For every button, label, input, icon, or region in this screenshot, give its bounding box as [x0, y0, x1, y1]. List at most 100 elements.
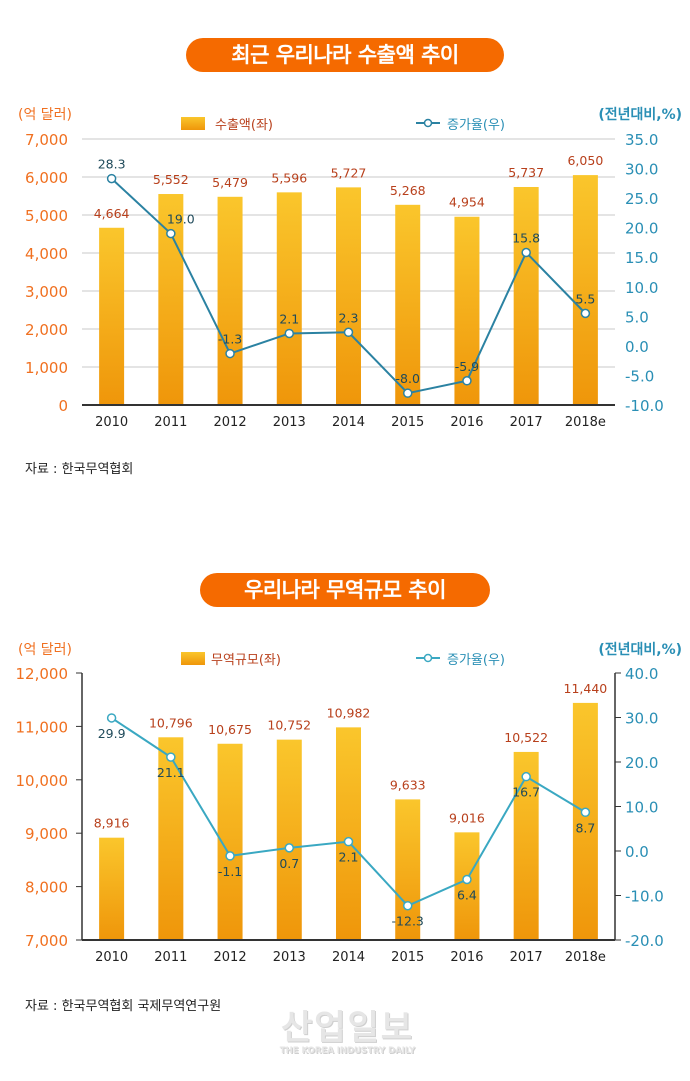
- bar: [513, 751, 539, 940]
- x-tick-label: 2017: [510, 950, 543, 965]
- growth-value-label: 5.5: [575, 291, 595, 306]
- bar: [336, 727, 361, 940]
- right-tick-label: 0.0: [625, 843, 649, 861]
- chart1-source: 자료 : 한국무역협회: [25, 462, 134, 477]
- legend-bar-swatch: [181, 117, 205, 130]
- right-tick-label: -20.0: [625, 932, 664, 950]
- left-axis-title: (억 달러): [18, 642, 72, 658]
- left-tick-label: 6,000: [25, 169, 68, 187]
- growth-value-label: -1.3: [218, 332, 242, 347]
- left-tick-label: 2,000: [25, 321, 68, 339]
- x-tick-label: 2018e: [565, 415, 606, 430]
- bar-value-label: 10,522: [504, 730, 548, 745]
- bar-value-label: 5,552: [153, 172, 189, 187]
- bar-value-label: 8,916: [94, 816, 130, 831]
- chart2-title: 우리나라 무역규모 추이: [200, 573, 490, 607]
- growth-value-label: 15.8: [512, 230, 540, 245]
- growth-value-label: 0.7: [279, 856, 299, 871]
- right-axis-title: (전년대비,%): [598, 106, 682, 123]
- left-tick-label: 11,000: [16, 718, 69, 736]
- growth-point: [284, 328, 295, 339]
- growth-value-label: 2.1: [279, 311, 299, 326]
- legend-line-marker: [423, 653, 433, 663]
- left-tick-label: 5,000: [25, 207, 68, 225]
- growth-value-label: -8.0: [396, 371, 420, 386]
- bar-value-label: 9,016: [449, 810, 485, 825]
- bar: [99, 227, 125, 405]
- x-tick-label: 2011: [154, 950, 187, 965]
- growth-point: [343, 836, 354, 847]
- right-tick-label: 0.0: [625, 338, 649, 356]
- right-tick-label: 35.0: [625, 131, 658, 149]
- legend-line-label: 증가율(우): [447, 653, 505, 668]
- left-tick-label: 0: [58, 397, 68, 415]
- right-tick-label: 20.0: [625, 754, 658, 772]
- right-tick-label: 10.0: [625, 799, 658, 817]
- x-tick-label: 2012: [214, 415, 247, 430]
- bar: [395, 204, 421, 405]
- left-tick-label: 7,000: [25, 131, 68, 149]
- growth-point: [402, 900, 413, 911]
- growth-point: [106, 713, 117, 723]
- x-tick-label: 2017: [510, 415, 543, 430]
- right-tick-label: 15.0: [625, 249, 658, 267]
- bar-value-label: 4,954: [449, 195, 485, 210]
- right-tick-label: -5.0: [625, 367, 654, 385]
- right-tick-label: 40.0: [625, 665, 658, 683]
- x-tick-label: 2015: [391, 415, 424, 430]
- x-tick-label: 2016: [450, 415, 483, 430]
- growth-point: [521, 247, 531, 258]
- legend-bar-swatch: [181, 652, 205, 665]
- chart1-title: 최근 우리나라 수출액 추이: [186, 38, 504, 72]
- bar: [276, 192, 302, 405]
- bar-value-label: 10,796: [149, 715, 193, 730]
- growth-value-label: 19.0: [167, 212, 195, 227]
- legend-bar-label: 수출액(좌): [215, 118, 273, 133]
- x-tick-label: 2013: [273, 415, 306, 430]
- bar-value-label: 10,982: [327, 705, 371, 720]
- right-axis-title: (전년대비,%): [598, 641, 682, 658]
- left-tick-label: 10,000: [16, 772, 69, 790]
- chart2-source: 자료 : 한국무역협회 국제무역연구원: [25, 999, 222, 1014]
- growth-value-label: 8.7: [575, 820, 595, 835]
- left-tick-label: 4,000: [25, 245, 68, 263]
- growth-value-label: 21.1: [157, 765, 185, 780]
- x-tick-label: 2016: [450, 950, 483, 965]
- bar-value-label: 11,440: [564, 681, 608, 696]
- growth-value-label: 2.1: [339, 850, 359, 865]
- growth-point: [225, 851, 235, 861]
- bar-value-label: 5,268: [390, 183, 426, 198]
- bar: [572, 175, 598, 405]
- bar-value-label: 9,633: [390, 777, 426, 792]
- growth-value-label: 29.9: [98, 726, 126, 741]
- growth-point: [462, 874, 472, 885]
- bar-value-label: 4,664: [94, 206, 130, 221]
- growth-value-label: -12.3: [392, 914, 424, 929]
- growth-value-label: 2.3: [339, 310, 359, 325]
- legend-line-marker: [423, 118, 433, 128]
- left-tick-label: 12,000: [16, 665, 69, 683]
- left-tick-label: 7,000: [25, 932, 68, 950]
- bar: [395, 799, 421, 940]
- bar: [217, 196, 243, 405]
- left-tick-label: 9,000: [25, 825, 68, 843]
- right-tick-label: 20.0: [625, 220, 658, 238]
- growth-point: [521, 771, 531, 782]
- x-tick-label: 2010: [95, 415, 128, 430]
- left-tick-label: 8,000: [25, 879, 68, 897]
- growth-value-label: 16.7: [512, 785, 540, 800]
- export-chart: (억 달러) (전년대비,%) 0 1,000 2,000 3,000 4,000 5,000…: [18, 106, 682, 430]
- bar-value-label: 10,675: [208, 722, 252, 737]
- left-axis-title: (억 달러): [18, 107, 72, 123]
- right-tick-label: 5.0: [625, 308, 649, 326]
- right-tick-label: -10.0: [625, 397, 664, 415]
- growth-point: [166, 228, 176, 239]
- growth-value-label: -5.9: [455, 359, 479, 374]
- growth-point: [580, 308, 591, 319]
- bar-value-label: 10,752: [267, 718, 311, 733]
- x-tick-label: 2014: [332, 950, 365, 965]
- right-tick-label: 30.0: [625, 161, 658, 179]
- left-tick-label: 1,000: [25, 359, 68, 377]
- legend-bar-label: 무역규모(좌): [211, 653, 281, 668]
- growth-value-label: 28.3: [98, 157, 126, 172]
